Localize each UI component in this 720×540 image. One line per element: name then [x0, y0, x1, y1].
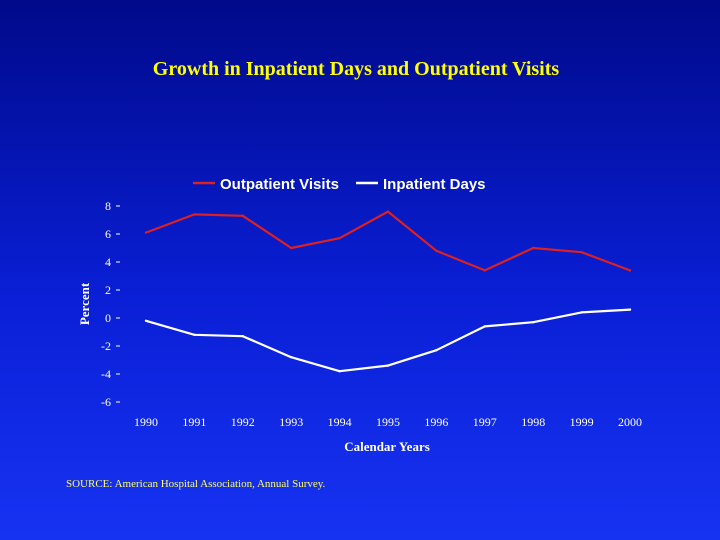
- x-axis-title: Calendar Years: [344, 439, 430, 454]
- legend-label: Outpatient Visits: [220, 176, 339, 193]
- data-point: [580, 311, 583, 314]
- series-layer: [144, 210, 632, 373]
- x-tick-label: 1990: [134, 415, 158, 429]
- x-tick-label: 1991: [182, 415, 206, 429]
- data-point: [144, 319, 148, 322]
- y-tick-label: -6: [101, 395, 111, 409]
- y-tick-label: 0: [105, 311, 111, 325]
- x-tick-label: 2000: [618, 415, 642, 429]
- data-point: [386, 364, 390, 367]
- y-axis-title: Percent: [77, 282, 92, 325]
- x-tick-label: 1993: [279, 415, 303, 429]
- data-point: [193, 333, 196, 336]
- data-point: [241, 214, 244, 217]
- y-tick-label: 4: [105, 255, 111, 269]
- data-point: [532, 246, 535, 250]
- legend-label: Inpatient Days: [383, 176, 486, 193]
- data-point: [338, 237, 341, 240]
- data-point: [290, 356, 293, 359]
- x-tick-label: 1998: [521, 415, 545, 429]
- data-point: [435, 349, 438, 352]
- y-tick-label: 2: [105, 283, 111, 297]
- x-tick-label: 1994: [328, 415, 352, 429]
- x-tick-label: 1999: [570, 415, 594, 429]
- y-tick-label: -4: [101, 367, 111, 381]
- data-point: [483, 269, 486, 272]
- data-point: [290, 246, 293, 250]
- y-tick-label: -2: [101, 339, 111, 353]
- y-tick-label: 8: [105, 199, 111, 213]
- x-tick-label: 1996: [424, 415, 448, 429]
- data-point: [628, 308, 632, 311]
- data-point: [338, 370, 341, 373]
- line-chart: Outpatient Visits Inpatient Days 8 6 4 2 0 -2 -…: [77, 176, 642, 454]
- data-point: [580, 251, 583, 254]
- data-point: [483, 325, 486, 328]
- data-point: [193, 213, 196, 216]
- series-line-1: [145, 210, 631, 272]
- data-point: [628, 269, 632, 272]
- source-note: SOURCE: American Hospital Association, A…: [66, 478, 326, 490]
- y-tick-label: 6: [105, 227, 111, 241]
- data-point: [435, 249, 438, 252]
- x-axis: 1990 1991 1992 1993 1994 1995 1996 1997 1998 1999…: [134, 415, 642, 429]
- x-tick-label: 1997: [473, 415, 497, 429]
- data-point: [532, 321, 535, 324]
- y-axis: 8 6 4 2 0 -2 -4 -6: [101, 199, 120, 409]
- chart-legend: Outpatient Visits Inpatient Days: [193, 176, 486, 193]
- slide-title: Growth in Inpatient Days and Outpatient …: [152, 58, 560, 80]
- x-tick-label: 1992: [231, 415, 255, 429]
- data-point: [386, 210, 390, 213]
- series-line-2: [145, 308, 631, 373]
- data-point: [241, 335, 244, 338]
- x-tick-label: 1995: [376, 415, 400, 429]
- data-point: [144, 231, 148, 234]
